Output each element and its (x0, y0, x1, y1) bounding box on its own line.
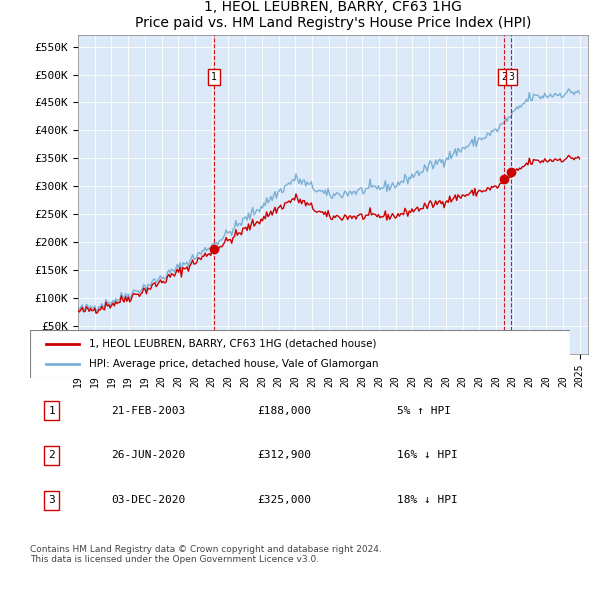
Text: 1: 1 (211, 72, 217, 82)
Text: 26-JUN-2020: 26-JUN-2020 (111, 450, 185, 460)
FancyBboxPatch shape (30, 330, 570, 378)
Text: HPI: Average price, detached house, Vale of Glamorgan: HPI: Average price, detached house, Vale… (89, 359, 379, 369)
Text: 16% ↓ HPI: 16% ↓ HPI (397, 450, 458, 460)
Text: 3: 3 (48, 495, 55, 505)
Text: 5% ↑ HPI: 5% ↑ HPI (397, 406, 451, 415)
Text: 3: 3 (508, 72, 514, 82)
Text: 1, HEOL LEUBREN, BARRY, CF63 1HG (detached house): 1, HEOL LEUBREN, BARRY, CF63 1HG (detach… (89, 339, 377, 349)
Text: 21-FEB-2003: 21-FEB-2003 (111, 406, 185, 415)
Text: 18% ↓ HPI: 18% ↓ HPI (397, 495, 458, 505)
Text: £312,900: £312,900 (257, 450, 311, 460)
Text: 03-DEC-2020: 03-DEC-2020 (111, 495, 185, 505)
Title: 1, HEOL LEUBREN, BARRY, CF63 1HG
Price paid vs. HM Land Registry's House Price I: 1, HEOL LEUBREN, BARRY, CF63 1HG Price p… (135, 0, 531, 30)
Text: 2: 2 (48, 450, 55, 460)
Text: 1: 1 (48, 406, 55, 415)
Text: £188,000: £188,000 (257, 406, 311, 415)
Text: £325,000: £325,000 (257, 495, 311, 505)
Text: 2: 2 (501, 72, 507, 82)
Text: Contains HM Land Registry data © Crown copyright and database right 2024.
This d: Contains HM Land Registry data © Crown c… (30, 545, 382, 564)
